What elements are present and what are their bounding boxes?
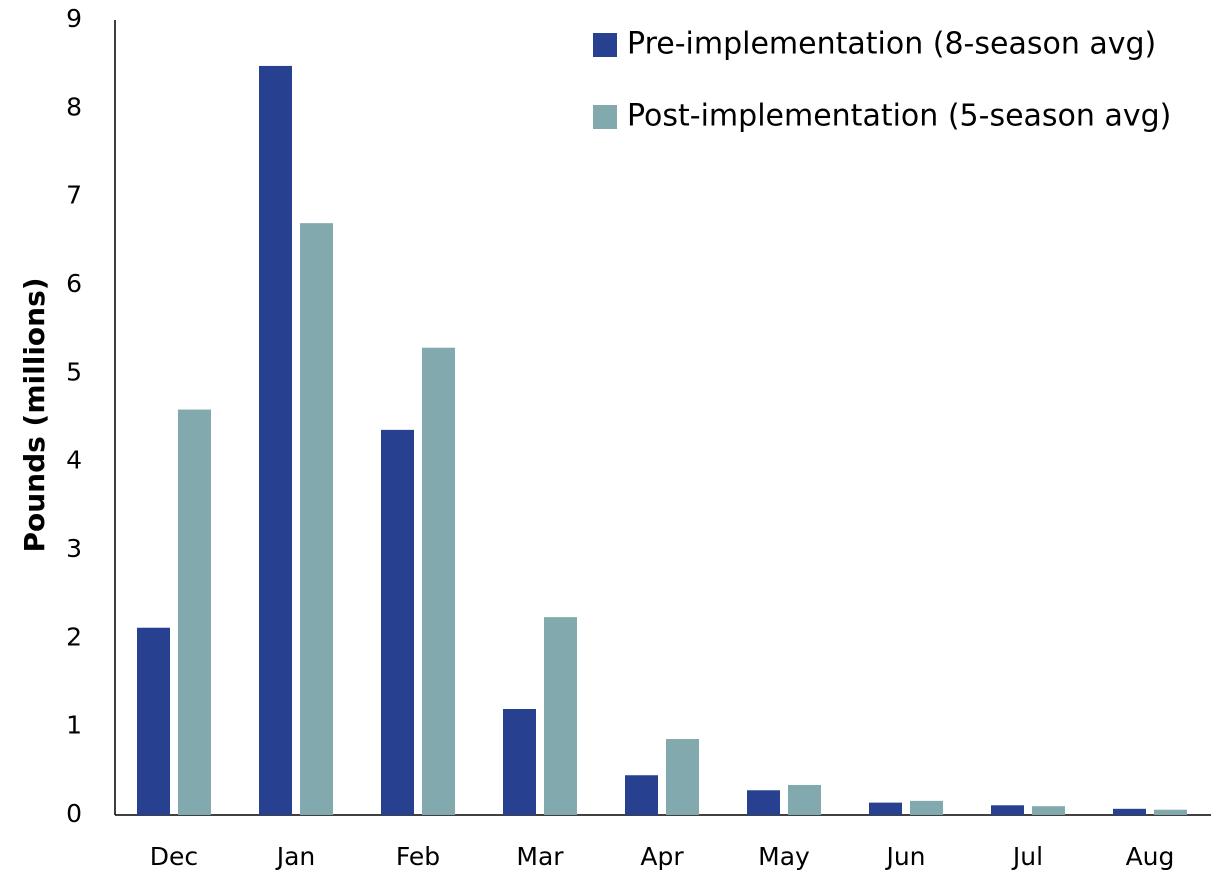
bar	[544, 617, 577, 815]
bar	[666, 739, 699, 815]
bar	[910, 800, 943, 815]
legend-text: Post-implementation (5-season avg)	[627, 99, 1171, 134]
x-tick-label: Jan	[275, 842, 316, 871]
y-tick-label: 9	[66, 4, 82, 33]
y-tick-label: 8	[66, 92, 82, 121]
bar	[503, 709, 536, 815]
x-tick-label: Aug	[1126, 842, 1175, 871]
bar	[625, 775, 658, 815]
x-tick-label: Mar	[516, 842, 564, 871]
bar	[747, 790, 780, 815]
bar	[300, 223, 333, 815]
y-tick-label: 5	[66, 357, 82, 386]
y-tick-label: 7	[66, 181, 82, 210]
bar	[788, 784, 821, 815]
bar	[178, 409, 211, 815]
x-tick-label: May	[758, 842, 810, 871]
bar	[259, 65, 292, 815]
bar	[1113, 808, 1146, 815]
bar	[991, 805, 1024, 815]
x-tick-label: Feb	[396, 842, 440, 871]
x-tick-label: Apr	[640, 842, 684, 871]
y-tick-label: 3	[66, 534, 82, 563]
bar	[422, 347, 455, 815]
bar	[869, 802, 902, 815]
y-tick-label: 6	[66, 269, 82, 298]
bar	[1154, 809, 1187, 815]
y-tick-label: 0	[66, 799, 82, 828]
bar	[381, 429, 414, 815]
legend-swatch	[593, 105, 617, 129]
y-tick-label: 1	[66, 711, 82, 740]
y-axis-title: Pounds (millions)	[18, 277, 51, 552]
x-tick-label: Jul	[1011, 842, 1043, 871]
legend-text: Pre-implementation (8-season avg)	[627, 27, 1156, 62]
bar	[137, 627, 170, 815]
bar	[1032, 806, 1065, 815]
y-tick-label: 4	[66, 446, 82, 475]
x-tick-label: Jun	[884, 842, 925, 871]
y-tick-label: 2	[66, 622, 82, 651]
legend-swatch	[593, 33, 617, 57]
x-tick-label: Dec	[150, 842, 198, 871]
